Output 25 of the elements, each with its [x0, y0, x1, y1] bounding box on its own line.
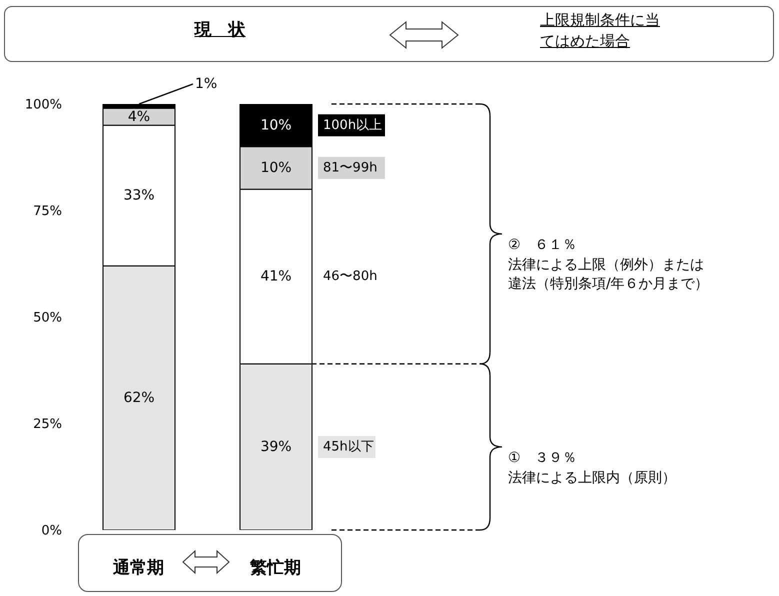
text: 法律による上限内（原則）: [508, 468, 677, 488]
data-label: 41%: [260, 268, 292, 285]
series-label: 45h以下: [323, 439, 374, 454]
text: 法律による上限（例外）または違法（特別条項/年６か月まで）: [508, 256, 710, 294]
y-tick-label: 75%: [33, 204, 62, 220]
text: 上限規制条件に当てはめた場合: [540, 10, 660, 52]
data-label: 1%: [195, 76, 218, 92]
text: ① ３９％: [508, 448, 578, 468]
series-label: 100h以上: [323, 118, 382, 133]
data-label: 10%: [260, 160, 292, 176]
y-tick-label: 50%: [33, 310, 62, 326]
series-label: 46〜80h: [323, 269, 378, 284]
data-label: 39%: [260, 438, 292, 455]
y-tick-label: 0%: [41, 524, 62, 539]
y-tick-label: 25%: [33, 417, 62, 432]
data-label: 10%: [260, 117, 292, 134]
data-label: 33%: [123, 188, 155, 204]
x-tick-label: 通常期: [112, 558, 164, 578]
series-label: 81〜99h: [323, 160, 378, 176]
x-tick-label: 繁忙期: [249, 558, 301, 578]
y-tick-label: 100%: [24, 98, 62, 113]
data-label: 62%: [123, 390, 155, 406]
data-label: 4%: [128, 108, 150, 125]
text: ② ６１％: [508, 236, 578, 255]
chart-title: 現 状: [193, 19, 246, 41]
